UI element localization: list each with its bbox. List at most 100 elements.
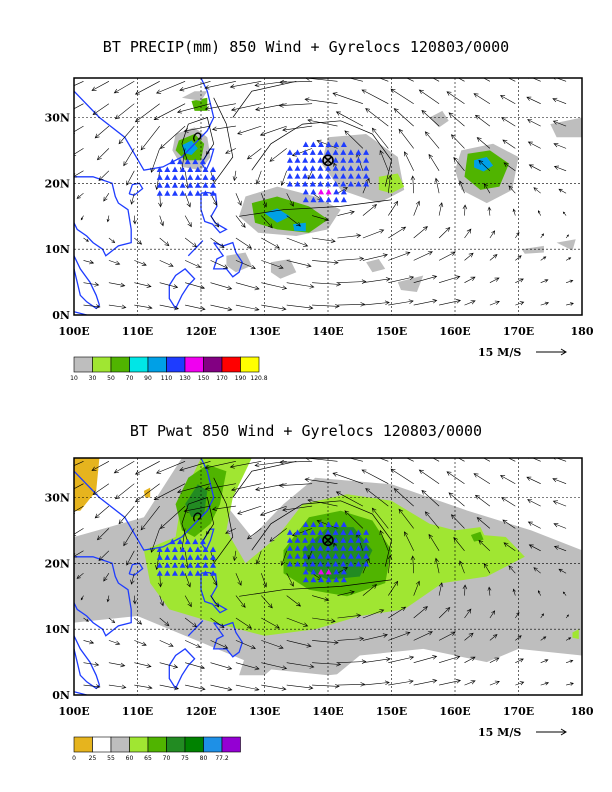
gyre-triangle: [179, 546, 186, 553]
gyre-triangle: [302, 149, 309, 155]
wind-arrow: [388, 606, 407, 619]
gyre-triangle: [317, 537, 324, 543]
wind-arrow: [134, 662, 152, 668]
wind-arrow: [527, 521, 541, 529]
wind-arrow: [439, 275, 461, 283]
legend-swatch: [129, 736, 149, 753]
gyre-triangle: [317, 173, 324, 179]
gyre-triangle: [332, 165, 339, 171]
gyre-triangle: [355, 180, 362, 187]
gyre-triangle: [317, 545, 324, 551]
wind-arrow: [80, 215, 84, 221]
lat-label: 0N: [52, 689, 70, 702]
gyre-center-icon: [322, 154, 334, 167]
gyre-triangle: [333, 576, 340, 583]
wind-arrow: [464, 276, 476, 283]
gyre-triangle: [325, 165, 331, 171]
gyre-triangle: [156, 174, 163, 180]
lon-label: 110E: [122, 325, 153, 338]
wind-arrow: [393, 488, 414, 507]
wind-arrow: [462, 204, 468, 216]
wind-arrow: [337, 187, 348, 194]
wind-arrow: [98, 170, 110, 181]
wind-arrow: [528, 164, 541, 172]
secondary-center-icon: [193, 132, 202, 142]
gyre-triangle: [355, 537, 362, 543]
wind-arrow: [279, 79, 313, 85]
legend-swatch: [203, 736, 223, 753]
gyre-triangle: [164, 570, 171, 576]
wind-arrow: [421, 489, 440, 507]
gyre-triangle: [294, 165, 301, 171]
wind-arrow: [159, 215, 165, 227]
wind-arrow: [439, 655, 461, 663]
wind-arrow: [230, 103, 262, 112]
coastline-1: [74, 556, 132, 637]
wind-arrow: [140, 505, 160, 531]
gyre-triangle: [318, 141, 325, 147]
wind-arrow: [286, 617, 309, 627]
gyre-triangle: [317, 149, 324, 155]
streamline-0: [251, 120, 392, 187]
wind-arrow: [237, 125, 262, 135]
wind-arrow: [134, 483, 160, 503]
wind-arrow: [304, 97, 338, 104]
wind-arrow: [134, 304, 153, 310]
wind-arrow: [140, 125, 160, 151]
wind-arrow: [184, 595, 192, 608]
gyre-triangle: [332, 545, 339, 551]
wind-arrow: [150, 528, 160, 553]
wind-arrow: [473, 93, 491, 104]
gyre-triangle: [169, 538, 176, 545]
wind-arrow: [457, 78, 465, 82]
wind-arrow: [255, 483, 287, 492]
legend-label: 70: [163, 755, 171, 762]
gyre-triangle: [156, 182, 163, 188]
wind-arrow: [432, 458, 440, 462]
wind-arrow: [502, 139, 516, 149]
gyre-triangle: [294, 553, 301, 559]
wind-arrow: [235, 237, 252, 249]
field-contour-19: [521, 245, 544, 254]
wind-arrow: [118, 125, 135, 145]
wind-arrow: [439, 679, 462, 686]
gyre-triangle: [325, 196, 332, 203]
wind-arrow: [337, 636, 365, 642]
wind-arrow: [83, 237, 89, 242]
gyre-triangle: [302, 545, 309, 551]
wind-arrow: [92, 483, 110, 495]
legend-label: 60: [126, 755, 134, 762]
gyre-triangle: [194, 182, 201, 188]
wind-arrow: [515, 611, 520, 619]
gyre-triangle: [194, 166, 201, 173]
wind-arrow: [261, 260, 284, 269]
map-area: [74, 458, 582, 695]
wind-arrow: [453, 156, 465, 171]
streamline-0: [251, 500, 392, 567]
field-contour-13: [226, 252, 252, 273]
wind-arrow: [361, 469, 389, 484]
field-contour-5: [251, 196, 328, 233]
coastline-0: [74, 458, 215, 551]
wind-arrow: [91, 81, 110, 91]
gyre-triangle: [347, 165, 354, 171]
gyre-triangle: [286, 545, 293, 551]
wind-arrow: [553, 523, 567, 529]
gyre-triangle: [164, 174, 171, 180]
gyre-triangle: [187, 182, 194, 188]
wind-arrow: [540, 233, 544, 239]
wind-arrow: [286, 282, 315, 289]
gyre-triangle: [202, 546, 209, 553]
wind-arrow: [83, 639, 95, 645]
wind-arrow: [269, 528, 287, 542]
legend-swatch: [110, 356, 130, 373]
wind-arrow: [553, 545, 567, 552]
wind-arrow: [438, 582, 444, 596]
wind-arrow: [361, 89, 389, 104]
wind-arrow: [246, 148, 262, 160]
wind-arrow: [312, 683, 340, 689]
wind-arrow: [210, 260, 229, 269]
gyre-triangle: [363, 180, 370, 187]
gyre-triangle: [156, 190, 163, 196]
wind-arrow: [566, 659, 574, 663]
